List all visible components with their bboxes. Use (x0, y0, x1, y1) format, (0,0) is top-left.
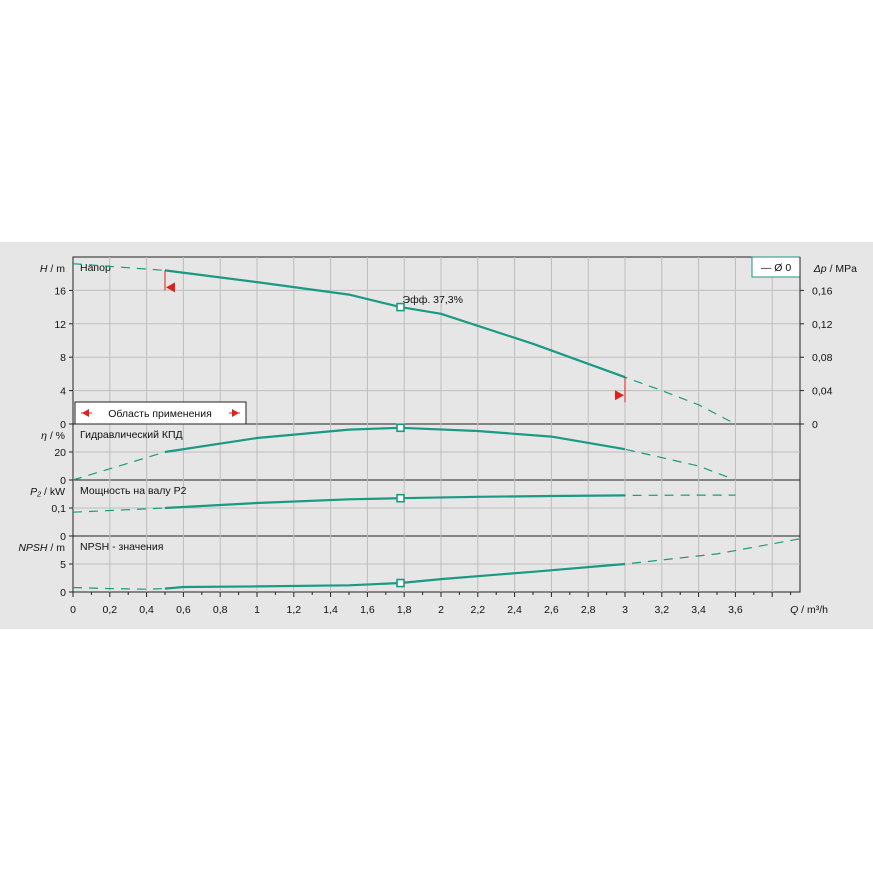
x-axis-label: Q / m³/h (790, 604, 828, 616)
x-tick-label: 3,4 (691, 604, 706, 616)
x-tick-label: 3,2 (654, 604, 669, 616)
y2-tick-label: 0,12 (812, 319, 833, 331)
y-tick-label: 12 (54, 319, 66, 331)
x-tick-label: 1,4 (323, 604, 338, 616)
x-tick-label: 3,6 (728, 604, 743, 616)
y-axis-label: P₂ / kW (30, 486, 65, 498)
x-tick-label: 1 (254, 604, 260, 616)
legend-label: — Ø 0 (761, 262, 792, 274)
y-tick-label: 8 (60, 352, 66, 364)
x-tick-label: 2,8 (581, 604, 596, 616)
x-tick-label: 0,2 (102, 604, 117, 616)
x-tick-label: 1,2 (286, 604, 301, 616)
y-tick-label: 20 (54, 447, 66, 459)
x-tick-label: 0,6 (176, 604, 191, 616)
panel-title: Напор (80, 262, 111, 274)
y2-axis-label: Δp / MPa (813, 263, 857, 275)
range-box-label: Область применения (108, 408, 212, 420)
y-tick-label: 0 (60, 475, 66, 487)
efficiency-label: Эфф. 37,3% (403, 294, 463, 306)
y-tick-label: 0 (60, 587, 66, 599)
y2-tick-label: 0,08 (812, 352, 833, 364)
y-axis-label: NPSH / m (18, 542, 65, 554)
x-tick-label: 2,2 (470, 604, 485, 616)
range-box-label-bg (92, 406, 229, 420)
range-box-left-arrow (82, 409, 89, 417)
y2-tick-label: 0,16 (812, 285, 833, 297)
duty-point-marker (396, 493, 405, 503)
y-tick-label: 0 (60, 419, 66, 431)
x-tick-label: 0 (70, 604, 76, 616)
y2-tick-label: 0 (812, 419, 818, 431)
panel-title: Мощность на валу P2 (80, 485, 187, 497)
y-axis-label: H / m (40, 263, 65, 275)
x-tick-label: 2 (438, 604, 444, 616)
plot-area-1 (72, 256, 801, 425)
y2-tick-label: 0,04 (812, 386, 833, 398)
x-tick-label: 3 (622, 604, 628, 616)
y-tick-label: 5 (60, 559, 66, 571)
y-tick-label: 16 (54, 285, 66, 297)
y-axis-label: η / % (41, 430, 65, 442)
x-tick-label: 0,4 (139, 604, 154, 616)
curve-operating (164, 562, 626, 590)
duty-point-marker (396, 423, 405, 433)
y-tick-label: 0,1 (51, 503, 66, 515)
panel-title: NPSH - значения (80, 541, 163, 553)
duty-point-marker (396, 302, 405, 312)
range-box-right-arrow (232, 409, 239, 417)
x-tick-label: 2,4 (507, 604, 522, 616)
range-start-marker (166, 282, 175, 293)
range-end-marker (615, 390, 624, 401)
y-tick-label: 0 (60, 531, 66, 543)
chart-panel: 0 4 8 12 16 0 0,04 0,08 0,12 0,16 Δp / MPa H / m Нап… (0, 242, 873, 629)
x-tick-label: 2,6 (544, 604, 559, 616)
y-tick-label: 4 (60, 386, 66, 398)
duty-point-marker (396, 578, 405, 588)
x-tick-label: 1,6 (360, 604, 375, 616)
x-tick-label: 0,8 (213, 604, 228, 616)
x-tick-label: 1,8 (397, 604, 412, 616)
panel-title: Гидравлический КПД (80, 429, 183, 441)
